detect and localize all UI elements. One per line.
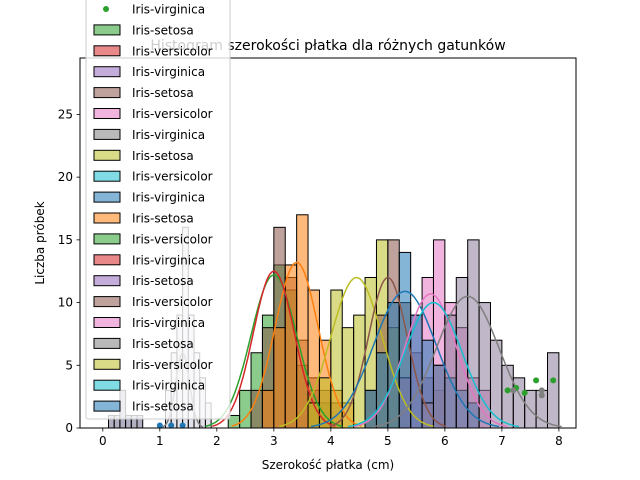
legend-swatch xyxy=(93,66,121,78)
scatter-point xyxy=(156,422,163,428)
legend-label: Iris-setosa xyxy=(132,337,194,351)
histogram-bar xyxy=(501,364,514,428)
scatter-point xyxy=(538,387,545,394)
legend-swatch xyxy=(93,149,121,161)
kde-curve xyxy=(310,290,500,428)
legend-swatch xyxy=(93,108,121,119)
scatter-point xyxy=(550,377,557,384)
legend-swatch xyxy=(93,254,121,266)
histogram-bar xyxy=(387,302,400,428)
legend-label: Iris-virginica xyxy=(132,253,205,267)
legend-swatch xyxy=(93,317,121,328)
legend-swatch xyxy=(93,233,121,245)
scatter-point xyxy=(510,387,517,394)
y-tick-label: 5 xyxy=(65,358,73,372)
kde-curve xyxy=(212,270,336,428)
legend-label: Iris-virginica xyxy=(132,316,205,330)
legend-label: Iris-versicolor xyxy=(132,44,213,58)
legend-label: Iris-versicolor xyxy=(132,170,213,184)
x-tick-label: 0 xyxy=(99,434,107,448)
legend-marker xyxy=(103,6,109,12)
kde-curve xyxy=(231,261,362,427)
legend: Iris-virginica Iris-setosa Iris-versicolor… xyxy=(85,0,231,420)
x-tick-label: 7 xyxy=(498,434,506,448)
scatter-point xyxy=(504,387,511,394)
legend-swatch xyxy=(93,87,121,99)
legend-label: Iris-versicolor xyxy=(132,232,213,246)
histogram-bar xyxy=(489,339,503,428)
y-tick-label: 25 xyxy=(58,107,73,121)
histogram-bar xyxy=(467,239,480,428)
histogram-bar xyxy=(546,352,560,428)
legend-label: Iris-virginica xyxy=(132,128,205,142)
legend-label: Iris-virginica xyxy=(132,379,205,393)
legend-label: Iris-setosa xyxy=(132,23,194,37)
histogram-bar xyxy=(432,364,446,428)
plot-frame xyxy=(79,57,577,429)
chart-title: Histogram szerokości płatka dla różnych … xyxy=(150,38,505,54)
legend-swatch xyxy=(93,170,121,182)
y-tick-label: 0 xyxy=(65,421,73,435)
y-axis-ticks: 0 5 10 15 20 25 xyxy=(58,107,80,435)
legend-swatch xyxy=(93,337,121,349)
histogram-bar xyxy=(296,214,309,428)
legend-label: Iris-versicolor xyxy=(132,295,213,309)
scatter-point xyxy=(168,422,175,428)
legend-swatch xyxy=(93,24,121,36)
scatter-point xyxy=(521,389,528,396)
legend-label: Iris-virginica xyxy=(132,191,205,205)
y-axis-label: Liczba próbek xyxy=(33,201,47,284)
x-tick-label: 4 xyxy=(327,434,335,448)
legend-swatch xyxy=(93,191,121,203)
legend-label: Iris-virginica xyxy=(132,65,205,79)
x-axis-ticks: 0 1 2 3 4 5 6 7 8 xyxy=(99,428,563,448)
scatter-point xyxy=(533,377,540,384)
scatter-point xyxy=(538,392,545,399)
kde-curve xyxy=(347,301,520,428)
histogram-bar xyxy=(284,264,298,428)
x-tick-label: 8 xyxy=(555,434,563,448)
legend-label: Iris-virginica xyxy=(132,3,205,17)
legend-swatch xyxy=(93,400,121,412)
legend-swatch xyxy=(93,379,121,391)
scatter-points xyxy=(156,377,557,428)
kde-curve xyxy=(373,295,562,428)
x-tick-label: 1 xyxy=(156,434,164,448)
legend-label: Iris-setosa xyxy=(132,149,194,163)
legend-swatch xyxy=(93,212,121,224)
legend-swatch xyxy=(93,128,121,140)
legend-label: Iris-setosa xyxy=(132,400,194,414)
y-tick-label: 10 xyxy=(58,296,73,310)
kde-curve xyxy=(353,293,508,428)
scatter-point xyxy=(179,422,186,428)
legend-frame xyxy=(85,0,231,420)
x-tick-label: 2 xyxy=(213,434,221,448)
legend-label: Iris-versicolor xyxy=(132,107,213,121)
x-tick-label: 5 xyxy=(384,434,392,448)
legend-label: Iris-versicolor xyxy=(132,358,213,372)
legend-swatch xyxy=(93,275,121,287)
x-tick-label: 6 xyxy=(441,434,449,448)
legend-swatch xyxy=(93,296,121,308)
histogram-bar xyxy=(375,352,389,428)
kde-curve xyxy=(329,276,447,428)
legend-label: Iris-setosa xyxy=(132,212,194,226)
legend-swatch xyxy=(93,358,121,370)
x-tick-label: 3 xyxy=(270,434,278,448)
histogram-bar xyxy=(261,389,275,428)
y-tick-label: 20 xyxy=(58,170,73,184)
histogram-bar xyxy=(307,402,320,428)
histogram-bar xyxy=(273,327,286,428)
legend-label: Iris-setosa xyxy=(132,274,194,288)
legend-label: Iris-setosa xyxy=(132,86,194,100)
legend-swatch xyxy=(93,45,121,57)
y-tick-label: 15 xyxy=(58,233,73,247)
x-axis-label: Szerokość płatka (cm) xyxy=(262,458,394,472)
